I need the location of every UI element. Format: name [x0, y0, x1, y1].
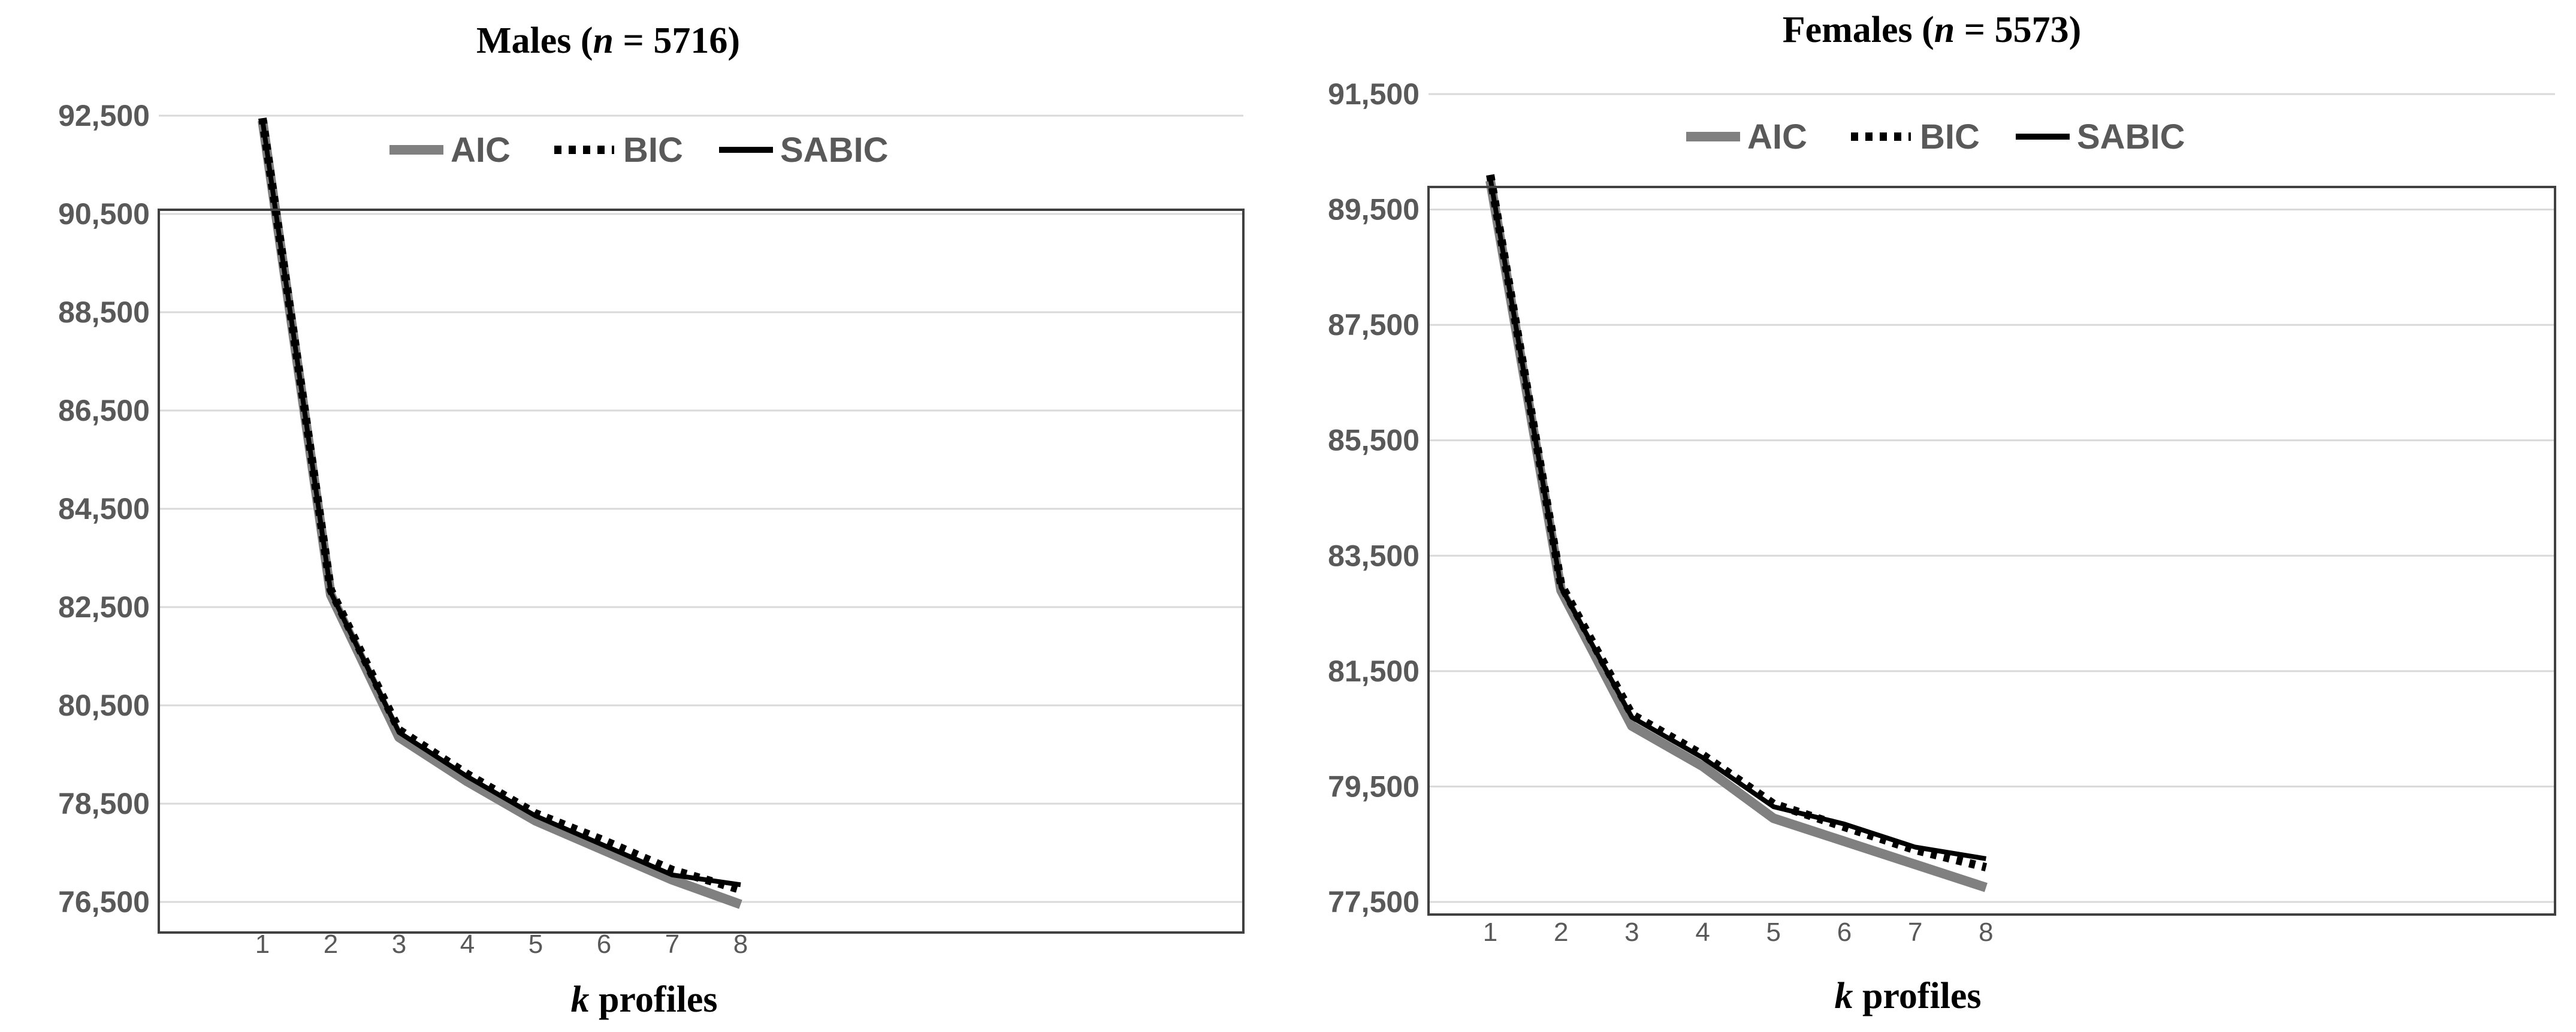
y-tick-label: 78,500	[58, 787, 150, 820]
legend-label-sabic: SABIC	[2077, 117, 2185, 156]
y-tick-label: 86,500	[58, 394, 150, 427]
x-tick-label: 3	[1624, 918, 1639, 947]
x-tick-label: 1	[255, 930, 270, 959]
plot-area: 76,500 78,500 80,500 82,500 84,500 86,500 88,5…	[58, 99, 1245, 959]
series-lines	[1485, 174, 1988, 892]
y-tick-label: 83,500	[1328, 539, 1420, 572]
gridlines	[159, 114, 1243, 903]
y-tick-label: 92,500	[58, 99, 150, 132]
x-tick-label: 8	[1979, 918, 1993, 947]
y-tick-label: 80,500	[58, 689, 150, 722]
plot-frame	[1427, 186, 2556, 916]
x-tick-label: 7	[1908, 918, 1922, 947]
x-axis-ticks: 1 2 3 4 5 6 7 8	[255, 930, 748, 959]
x-axis-label: k profiles	[1834, 976, 1981, 1016]
y-tick-label: 87,500	[1328, 308, 1420, 342]
y-tick-label: 91,500	[1328, 77, 1420, 111]
y-axis-ticks: 76,500 78,500 80,500 82,500 84,500 86,500 88,5…	[58, 99, 150, 919]
series-line-aic	[258, 120, 742, 909]
gridlines	[1429, 93, 2555, 903]
x-tick-label: 7	[665, 930, 680, 959]
y-tick-label: 77,500	[1328, 885, 1420, 919]
legend: AIC BIC SABIC	[1686, 117, 2185, 156]
plot-frame	[158, 209, 1245, 934]
females-chart-svg: Females (n = 5573) AIC BIC SABIC 77,5007…	[1328, 10, 2556, 1016]
x-tick-label: 4	[460, 930, 475, 959]
x-tick-label: 6	[1837, 918, 1852, 947]
chart-title: Males (n = 5716)	[476, 20, 740, 61]
y-tick-label: 81,500	[1328, 654, 1420, 688]
x-axis-label: k profiles	[570, 979, 717, 1020]
legend-label-bic: BIC	[623, 131, 683, 170]
y-axis-ticks: 77,500 79,500 81,500 83,500 85,500 87,500 89,5…	[1328, 77, 1420, 919]
x-tick-label: 2	[324, 930, 338, 959]
y-tick-label: 84,500	[58, 492, 150, 526]
chart-title: Females (n = 5573)	[1783, 10, 2082, 50]
females-chart-panel: Females (n = 5573) AIC BIC SABIC 77,500 7…	[1288, 0, 2576, 1032]
y-tick-label: 79,500	[1328, 770, 1420, 803]
y-tick-label: 76,500	[58, 885, 150, 919]
y-tick-label: 89,500	[1328, 193, 1420, 227]
y-tick-label: 88,500	[58, 295, 150, 329]
legend-label-sabic: SABIC	[780, 131, 888, 170]
x-tick-label: 4	[1695, 918, 1710, 947]
series-line-bic	[258, 117, 742, 894]
y-tick-label: 90,500	[58, 197, 150, 231]
x-axis-ticks: 1 2 3 4 5 6 7 8	[1483, 918, 1994, 947]
legend-label-aic: AIC	[451, 131, 511, 170]
x-tick-label: 2	[1554, 918, 1568, 947]
males-chart-panel: Males (n = 5716) AIC BIC SABIC 76,500 78,…	[58, 20, 1245, 1020]
x-tick-label: 6	[597, 930, 611, 959]
x-tick-label: 3	[392, 930, 406, 959]
x-tick-label: 5	[529, 930, 543, 959]
series-line-bic	[1486, 174, 1988, 871]
legend: AIC BIC SABIC	[389, 131, 888, 170]
series-line-sabic	[260, 119, 741, 888]
males-chart-svg: Males (n = 5716) AIC BIC SABIC 76,500 78,…	[58, 20, 1245, 1020]
y-tick-label: 82,500	[58, 590, 150, 624]
legend-label-aic: AIC	[1747, 117, 1807, 156]
plot-area: 77,500 79,500 81,500 83,500 85,500 87,500 89,5…	[1328, 77, 2556, 947]
series-lines	[258, 117, 742, 909]
x-tick-label: 8	[733, 930, 748, 959]
series-line-sabic	[1488, 177, 1987, 861]
x-tick-label: 5	[1766, 918, 1781, 947]
y-tick-label: 85,500	[1328, 424, 1420, 457]
x-tick-label: 1	[1483, 918, 1497, 947]
legend-label-bic: BIC	[1920, 117, 1980, 156]
